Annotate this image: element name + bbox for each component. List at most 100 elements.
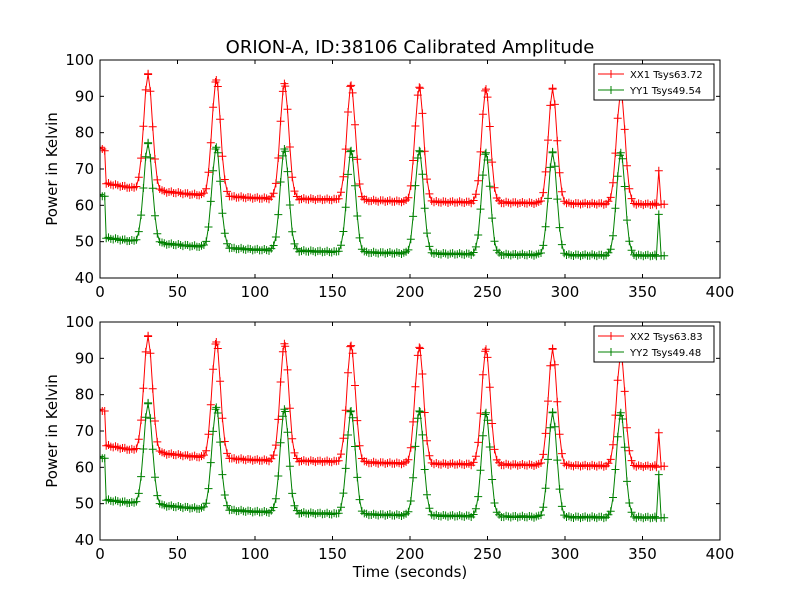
data-point: [202, 184, 211, 193]
data-point: [654, 428, 663, 437]
data-point: [351, 181, 359, 190]
data-point: [660, 462, 669, 471]
data-point: [416, 84, 425, 93]
legend-label: YY2 Tsys49.48: [629, 348, 701, 359]
data-point: [620, 182, 629, 191]
data-point: [337, 188, 345, 197]
legend-label: XX2 Tsys63.83: [630, 332, 703, 343]
data-point: [627, 508, 636, 517]
data-point: [218, 209, 227, 218]
data-point: [485, 122, 494, 131]
data-point: [469, 510, 478, 519]
bottom-series-layer: [100, 331, 669, 523]
top-series-line-2: [100, 142, 665, 258]
data-point: [220, 175, 229, 184]
data-point: [623, 477, 631, 486]
data-point: [151, 417, 159, 425]
y-tick-label: 40: [75, 531, 94, 549]
data-point: [204, 430, 213, 439]
data-point: [483, 416, 492, 425]
data-point: [413, 351, 422, 360]
y-tick-label: 80: [75, 386, 94, 404]
data-point: [481, 410, 490, 419]
data-point: [134, 227, 143, 236]
data-point: [281, 342, 290, 351]
data-point: [482, 408, 490, 417]
bottom-series-line-2: [100, 402, 665, 520]
data-point: [469, 458, 478, 467]
data-point: [137, 416, 146, 425]
x-tick-label: 300: [551, 545, 580, 563]
data-point: [334, 456, 343, 465]
data-point: [620, 443, 629, 452]
data-point: [274, 154, 283, 162]
data-point: [278, 87, 287, 96]
legend-marker: [607, 332, 615, 340]
data-point: [627, 456, 636, 465]
data-point: [483, 156, 492, 164]
data-point: [346, 342, 355, 351]
data-point: [418, 430, 427, 439]
data-point: [334, 247, 343, 256]
data-point: [544, 397, 552, 406]
data-point: [613, 172, 622, 181]
data-point: [132, 235, 141, 244]
data-point: [100, 407, 109, 415]
data-point: [411, 181, 420, 190]
data-point: [213, 82, 222, 91]
data-point: [213, 148, 222, 157]
data-point: [546, 101, 555, 110]
bottom-legend: XX2 Tsys63.83 YY2 Tsys49.48: [593, 325, 715, 363]
data-point: [344, 170, 352, 179]
x-tick-label: 50: [168, 545, 187, 563]
data-point: [269, 451, 278, 460]
data-point: [337, 450, 345, 459]
data-point: [223, 501, 232, 510]
data-point: [481, 347, 490, 356]
data-point: [616, 408, 625, 417]
data-point: [212, 403, 221, 412]
data-point: [539, 450, 548, 459]
data-point: [488, 158, 497, 167]
y-tick-label: 50: [75, 233, 94, 251]
data-point: [206, 458, 215, 467]
data-point: [290, 501, 299, 510]
data-point: [206, 197, 215, 206]
y-tick-label: 70: [75, 422, 94, 440]
data-point: [548, 345, 557, 354]
data-point: [425, 189, 434, 198]
data-point: [211, 340, 220, 348]
y-tick-label: 90: [75, 349, 94, 367]
data-point: [339, 489, 348, 498]
y-tick-label: 70: [75, 160, 94, 178]
data-point: [406, 497, 415, 505]
data-point: [288, 173, 297, 182]
data-point: [202, 446, 211, 455]
data-point: [146, 153, 155, 162]
data-point: [541, 484, 550, 493]
data-point: [490, 499, 499, 507]
data-point: [132, 182, 141, 191]
data-point: [623, 216, 631, 225]
data-point: [271, 179, 280, 188]
bottom-series-line-1: [100, 335, 665, 469]
data-point: [220, 437, 229, 446]
top-legend: XX1 Tsys63.72 YY1 Tsys49.54: [593, 63, 715, 101]
data-point: [478, 431, 487, 440]
x-tick-label: 0: [95, 545, 105, 563]
data-point: [274, 472, 283, 480]
data-point: [481, 86, 490, 95]
data-point: [476, 205, 485, 214]
data-point: [153, 437, 162, 446]
data-point: [490, 183, 499, 192]
data-point: [355, 233, 364, 242]
data-point: [654, 470, 663, 479]
data-point: [550, 162, 559, 171]
legend-marker: [607, 70, 615, 78]
data-point: [620, 125, 629, 134]
x-tick-label: 200: [396, 545, 425, 563]
x-tick-label: 350: [628, 545, 657, 563]
y-tick-label: 60: [75, 458, 94, 476]
data-point: [553, 195, 562, 204]
y-tick-label: 60: [75, 196, 94, 214]
